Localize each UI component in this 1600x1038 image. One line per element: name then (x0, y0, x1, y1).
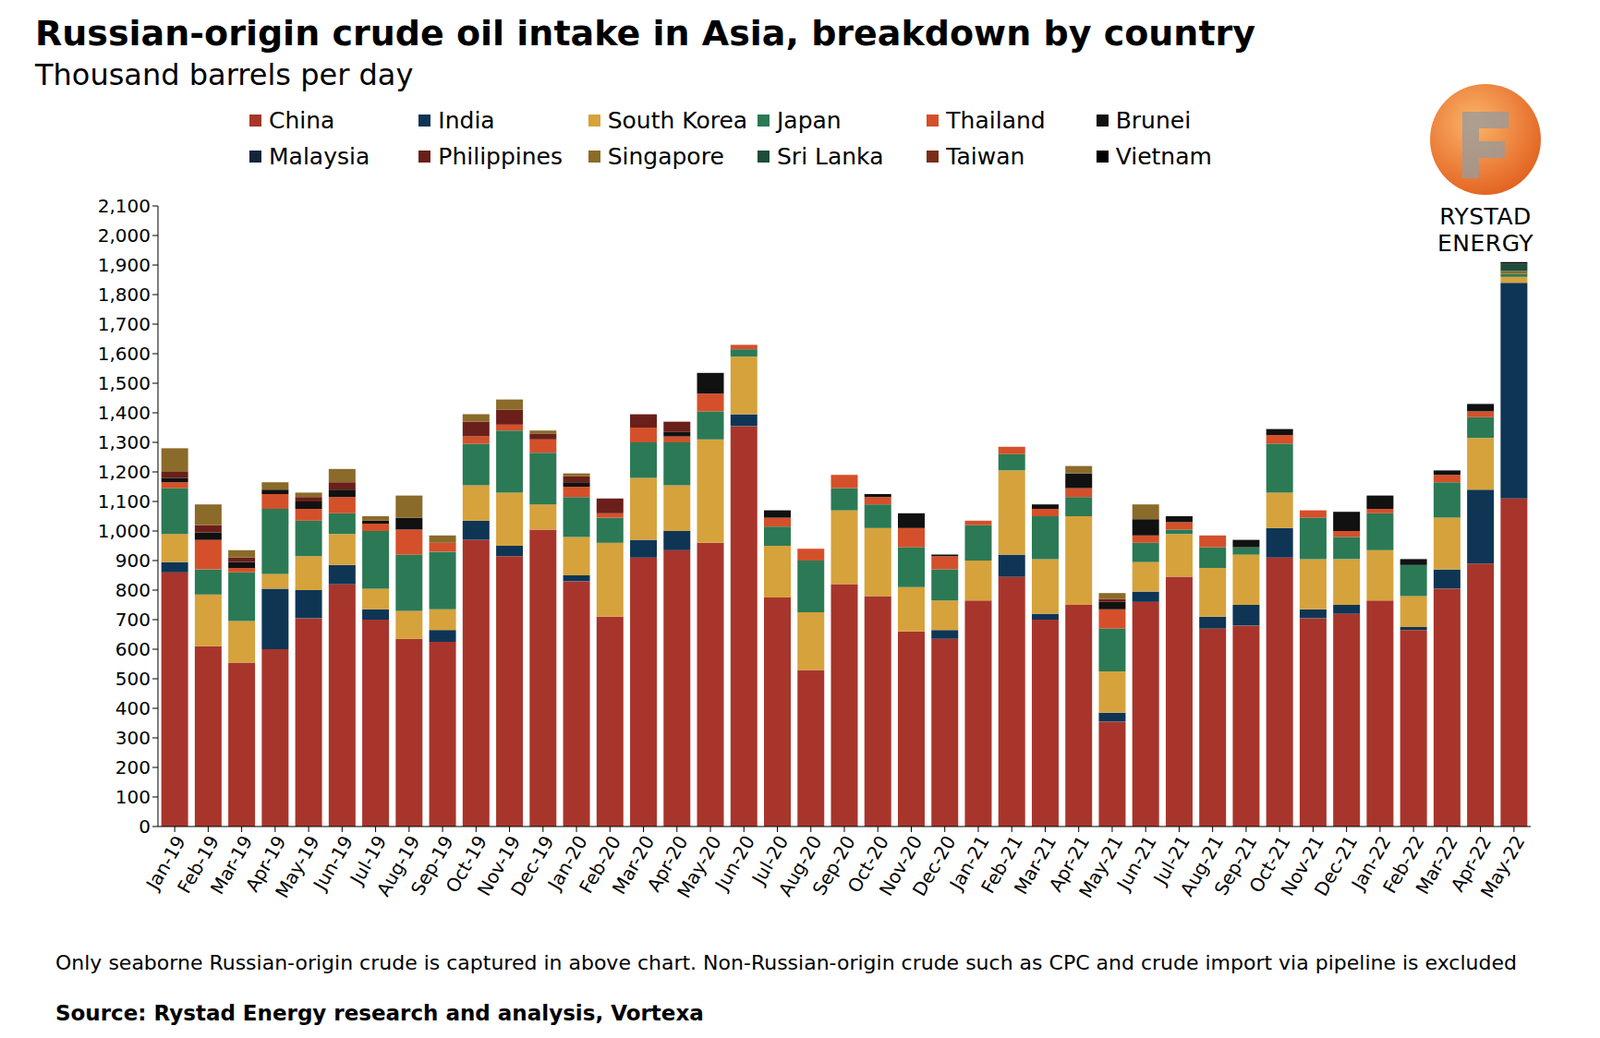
svg-text:Sep-21: Sep-21 (1209, 831, 1262, 900)
svg-text:800: 800 (115, 579, 151, 602)
svg-text:Dec-19: Dec-19 (506, 832, 558, 901)
svg-text:1,000: 1,000 (97, 520, 151, 543)
svg-text:0: 0 (138, 815, 151, 838)
svg-text:100: 100 (115, 786, 151, 809)
svg-text:2,000: 2,000 (97, 224, 151, 247)
html-text:Philippines: Philippines (438, 143, 563, 170)
svg-text:Jun-21: Jun-21 (1111, 832, 1162, 897)
svg-text:Feb-22: Feb-22 (1378, 831, 1429, 898)
svg-text:Mar-20: Mar-20 (607, 831, 659, 899)
svg-text:Apr-20: Apr-20 (642, 831, 693, 896)
svg-text:Jan-22: Jan-22 (1346, 831, 1396, 894)
svg-text:Dec-21: Dec-21 (1309, 832, 1362, 901)
html-text:Russian-origin crude oil intak: Russian-origin crude oil intake in Asia,… (35, 12, 1256, 54)
svg-text:Sep-19: Sep-19 (406, 831, 458, 900)
svg-text:Feb-20: Feb-20 (574, 831, 626, 898)
svg-text:200: 200 (115, 756, 151, 779)
svg-text:Apr-19: Apr-19 (240, 831, 291, 896)
svg-text:Mar-21: Mar-21 (1009, 831, 1061, 899)
svg-text:600: 600 (115, 638, 151, 661)
svg-text:Nov-20: Nov-20 (874, 831, 927, 900)
svg-text:1,500: 1,500 (97, 372, 151, 395)
svg-text:Mar-19: Mar-19 (205, 831, 257, 899)
svg-text:Mar-22: Mar-22 (1411, 831, 1463, 899)
svg-text:Jun-19: Jun-19 (307, 832, 358, 897)
html-text:Taiwan: Taiwan (946, 143, 1025, 170)
svg-text:Feb-21: Feb-21 (976, 831, 1028, 898)
svg-text:1,700: 1,700 (97, 313, 151, 336)
svg-text:May-22: May-22 (1476, 832, 1530, 903)
svg-text:May-20: May-20 (672, 832, 727, 903)
svg-text:1,300: 1,300 (97, 431, 151, 454)
svg-text:1,800: 1,800 (97, 283, 151, 306)
html-text:Thousand barrels per day: Thousand barrels per day (35, 57, 414, 93)
svg-text:Dec-20: Dec-20 (908, 832, 960, 901)
svg-text:Oct-19: Oct-19 (441, 831, 492, 897)
svg-text:Jul-20: Jul-20 (747, 831, 793, 889)
svg-text:Jun-20: Jun-20 (709, 832, 760, 897)
html-text:Vietnam: Vietnam (1115, 143, 1212, 170)
svg-text:1,400: 1,400 (97, 401, 151, 425)
html-text:Japan: Japan (776, 107, 842, 134)
svg-text:Jan-20: Jan-20 (543, 831, 592, 894)
svg-text:400: 400 (115, 697, 151, 720)
svg-text:Nov-21: Nov-21 (1276, 831, 1329, 900)
html-text:RYSTAD ENERGY: RYSTAD ENERGY (1437, 203, 1534, 257)
html-text:South Korea: South Korea (607, 107, 748, 134)
html-text:India: India (438, 107, 495, 134)
html-text:Singapore: Singapore (607, 143, 725, 170)
svg-text:300: 300 (115, 727, 151, 750)
svg-text:Feb-19: Feb-19 (172, 831, 224, 898)
svg-text:500: 500 (115, 667, 151, 691)
html-text:Only seaborne Russian-origin c: Only seaborne Russian-origin crude is ca… (55, 951, 1517, 975)
svg-text:Aug-19: Aug-19 (372, 831, 425, 901)
svg-text:Jan-19: Jan-19 (141, 831, 191, 894)
svg-text:Nov-19: Nov-19 (472, 831, 525, 900)
html-text:Sri Lanka: Sri Lanka (776, 143, 884, 170)
svg-text:Aug-21: Aug-21 (1175, 831, 1228, 901)
svg-text:Apr-21: Apr-21 (1044, 831, 1095, 896)
html-text:Brunei: Brunei (1115, 107, 1191, 134)
svg-text:2,100: 2,100 (97, 194, 151, 218)
svg-text:1,600: 1,600 (97, 342, 151, 365)
svg-text:Jul-19: Jul-19 (345, 831, 391, 889)
svg-text:Sep-20: Sep-20 (808, 831, 860, 900)
svg-text:Aug-20: Aug-20 (773, 831, 827, 901)
svg-text:Jul-21: Jul-21 (1149, 831, 1195, 889)
svg-text:1,100: 1,100 (97, 490, 151, 513)
html-text:Thailand: Thailand (946, 107, 1046, 134)
svg-text:Apr-22: Apr-22 (1446, 831, 1496, 896)
svg-text:900: 900 (115, 549, 151, 572)
html-text:Malaysia: Malaysia (268, 143, 370, 170)
svg-text:May-21: May-21 (1074, 832, 1128, 903)
svg-text:1,900: 1,900 (97, 254, 151, 277)
svg-text:Oct-20: Oct-20 (842, 831, 894, 897)
svg-text:700: 700 (115, 608, 151, 631)
svg-text:Jan-21: Jan-21 (945, 831, 994, 894)
html-text:Source: Rystad Energy research: Source: Rystad Energy research and analy… (55, 1001, 704, 1026)
svg-text:May-19: May-19 (270, 832, 325, 903)
svg-text:1,200: 1,200 (97, 460, 151, 484)
html-text:China: China (268, 107, 335, 134)
svg-text:Oct-21: Oct-21 (1244, 831, 1295, 897)
